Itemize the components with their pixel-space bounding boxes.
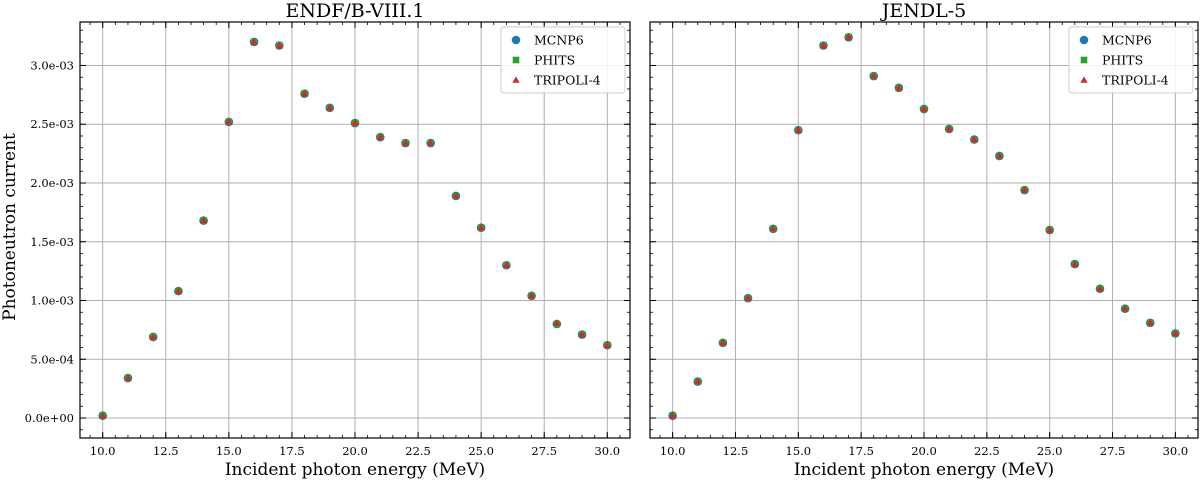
right-x-axis-title: Incident photon energy (MeV): [794, 460, 1054, 480]
left-tripoli-4-point-2: [149, 333, 157, 340]
left-tripoli-4-point-6: [250, 38, 258, 45]
left-x-axis-title: Incident photon energy (MeV): [225, 460, 485, 480]
right-tripoli-4-point-8: [870, 72, 878, 79]
left-tripoli-4-point-0: [99, 412, 107, 419]
left-tripoli-4-point-9: [326, 104, 334, 111]
left-legend-label-phits: PHITS: [534, 53, 575, 68]
left-tripoli-4-point-8: [300, 90, 309, 97]
right-legend-marker-tripoli-4: [1080, 76, 1088, 83]
left-y-tick-label-5: 2.5e-03: [30, 117, 74, 131]
right-legend-label-tripoli-4: TRIPOLI-4: [1102, 73, 1169, 88]
right-tripoli-4-point-9: [895, 84, 903, 91]
y-axis-title: Photoneutron current: [0, 133, 20, 321]
left-axes-frame: [79, 21, 631, 439]
right-x-tick-label-8: 30.0: [1163, 444, 1189, 458]
right-tripoli-4-point-15: [1046, 226, 1054, 233]
right-tripoli-4-point-16: [1071, 260, 1079, 267]
left-x-tick-label-2: 15.0: [216, 444, 242, 458]
left-y-tick-label-2: 1.0e-03: [30, 294, 74, 308]
left-y-tick-label-1: 5.0e-04: [30, 352, 74, 366]
left-panel: 10.0 12.5 15.0 17.5 20.0 22.5 25.0 27.5 30.0 0.0e…: [25, 0, 631, 480]
right-axes-frame: [649, 21, 1199, 439]
right-tripoli-4-point-3: [744, 294, 752, 301]
right-x-tick-label-7: 27.5: [1100, 444, 1126, 458]
left-x-tick-label-1: 12.5: [153, 444, 179, 458]
right-tripoli-4-point-1: [694, 377, 702, 385]
left-y-tick-label-0: 0.0e+00: [25, 411, 74, 425]
right-legend: MCNP6 PHITS TRIPOLI-4: [1068, 26, 1194, 94]
left-tripoli-4-point-10: [351, 119, 359, 126]
right-tripoli-4-point-12: [970, 135, 978, 143]
left-x-tick-label-7: 27.5: [531, 444, 557, 458]
left-x-tick-label-5: 22.5: [405, 444, 431, 458]
left-legend-label-mcnp6: MCNP6: [534, 33, 584, 48]
right-panel: 10.0 12.5 15.0 17.5 20.0 22.5 25.0 27.5 30.0 MCNP…: [649, 0, 1199, 480]
right-tripoli-4-point-11: [945, 125, 953, 132]
right-legend-label-phits: PHITS: [1102, 53, 1143, 68]
right-tripoli-4-point-7: [844, 33, 853, 40]
right-tripoli-4-point-0: [669, 412, 677, 419]
right-tripoli-4-point-4: [769, 225, 777, 232]
left-tripoli-4-point-12: [401, 139, 410, 146]
right-tripoli-4-point-20: [1171, 329, 1179, 337]
left-tripoli-4-point-20: [603, 341, 611, 348]
right-legend-label-mcnp6: MCNP6: [1102, 33, 1152, 48]
left-x-tick-label-6: 25.0: [468, 444, 494, 458]
right-legend-marker-phits: [1080, 56, 1088, 64]
left-x-tick-label-8: 30.0: [594, 444, 620, 458]
right-x-tick-label-5: 22.5: [974, 444, 1000, 458]
left-tripoli-4-point-17: [528, 292, 536, 299]
left-y-tick-label-6: 3.0e-03: [30, 58, 74, 72]
right-x-tick-label-3: 17.5: [848, 444, 874, 458]
right-tripoli-4-point-13: [995, 152, 1004, 159]
left-tripoli-4-point-19: [578, 330, 586, 338]
right-legend-box: [1068, 26, 1194, 94]
right-tripoli-4-point-2: [719, 339, 727, 346]
right-x-tick-label-2: 15.0: [786, 444, 812, 458]
right-tripoli-4-point-5: [794, 126, 802, 133]
left-y-tick-label-4: 2.0e-03: [30, 176, 74, 190]
left-tripoli-4-point-5: [225, 118, 233, 125]
left-legend-marker-mcnp6: [511, 35, 521, 45]
left-panel-title: ENDF/B-VIII.1: [285, 0, 424, 22]
left-series-tripoli-4: [99, 38, 611, 419]
right-x-tick-label-4: 20.0: [911, 444, 937, 458]
left-legend-marker-phits: [512, 56, 520, 64]
right-x-tick-label-0: 10.0: [660, 444, 686, 458]
right-tripoli-4-point-19: [1146, 319, 1154, 326]
left-tripoli-4-point-14: [452, 192, 460, 199]
right-x-tick-label-6: 25.0: [1037, 444, 1063, 458]
right-legend-marker-mcnp6: [1079, 35, 1089, 45]
left-y-tick-label-3: 1.5e-03: [30, 235, 74, 249]
left-tripoli-4-point-13: [427, 139, 435, 146]
left-tripoli-4-point-7: [275, 41, 283, 49]
right-tripoli-4-point-6: [819, 41, 828, 49]
right-panel-title: JENDL-5: [880, 0, 966, 22]
left-legend-box: [500, 26, 626, 94]
left-legend: MCNP6 PHITS TRIPOLI-4: [500, 26, 626, 94]
right-series-tripoli-4: [669, 33, 1179, 419]
left-tripoli-4-point-18: [553, 319, 561, 326]
left-legend-label-tripoli-4: TRIPOLI-4: [534, 73, 601, 88]
left-tripoli-4-point-1: [124, 374, 132, 381]
right-tripoli-4-point-14: [1020, 186, 1029, 193]
left-x-tick-label-3: 17.5: [279, 444, 305, 458]
left-tripoli-4-point-16: [502, 261, 510, 268]
right-x-tick-label-1: 12.5: [723, 444, 749, 458]
left-tripoli-4-point-11: [376, 133, 384, 140]
left-x-tick-label-4: 20.0: [342, 444, 368, 458]
right-tripoli-4-point-18: [1121, 305, 1129, 312]
left-x-tick-label-0: 10.0: [90, 444, 116, 458]
right-tripoli-4-point-17: [1096, 285, 1104, 292]
right-tripoli-4-point-10: [920, 105, 928, 112]
left-legend-marker-tripoli-4: [512, 76, 520, 83]
left-tripoli-4-point-4: [200, 216, 208, 224]
left-tripoli-4-point-3: [174, 287, 182, 294]
left-tripoli-4-point-15: [477, 224, 485, 231]
